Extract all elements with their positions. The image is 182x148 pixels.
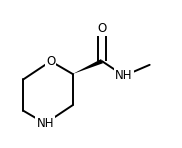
Text: O: O bbox=[46, 55, 55, 68]
Text: NH: NH bbox=[36, 117, 54, 130]
Text: O: O bbox=[97, 22, 107, 35]
Polygon shape bbox=[73, 59, 103, 74]
Text: NH: NH bbox=[115, 69, 133, 82]
